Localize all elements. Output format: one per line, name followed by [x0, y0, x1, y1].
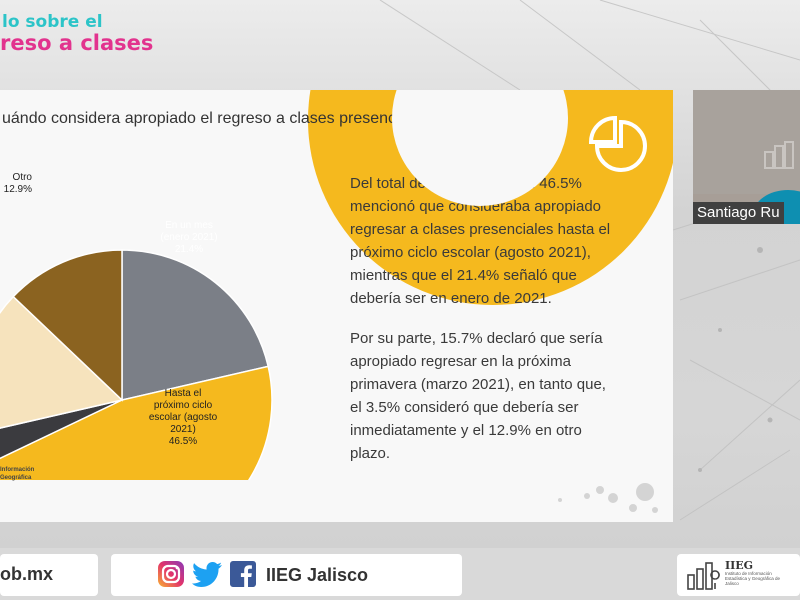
label-hasta-ciclo: Hasta el próximo ciclo escolar (agosto 2… [140, 388, 226, 448]
pie-chart-icon [588, 115, 647, 172]
slice-primavera [0, 295, 124, 429]
website-box: ob.mx [0, 554, 98, 596]
slide-source-logo: Información Geográfica [0, 466, 34, 482]
pie-chart [0, 249, 273, 480]
label-otro: Otro 12.9% [2, 172, 32, 196]
paragraph-1: Del total de participantes, el 46.5% men… [350, 175, 611, 307]
event-brand: lo sobre el reso a clases [0, 14, 153, 54]
label-otro-value: 12.9% [3, 184, 32, 195]
social-icons [156, 559, 258, 589]
slice-en-un-mes [121, 249, 270, 401]
participant-video[interactable]: Santiago Ru [693, 90, 800, 224]
label-mes-line1: En un mes [165, 220, 213, 231]
label-hasta-line1: Hasta el [164, 388, 202, 399]
ieeg-logo-box: IIEG Instituto de Información Estadístic… [677, 554, 800, 596]
presentation-slide: uándo considera apropiado el regreso a c… [0, 90, 673, 522]
social-box: IIEG Jalisco [111, 554, 462, 596]
participant-name: Santiago Ru [693, 202, 784, 224]
slide-title: uándo considera apropiado el regreso a c… [2, 110, 438, 127]
label-mes-line2: (enero 2021) [160, 232, 218, 243]
slice-inmediatamente [0, 399, 123, 460]
ieeg-logo-text: IIEG Instituto de Información Estadístic… [725, 560, 795, 586]
label-mes-value: 21.4% [174, 244, 204, 255]
source-line-1: Información [0, 467, 35, 473]
label-hasta-line3: escolar (agosto [148, 412, 218, 423]
building-icon [764, 141, 794, 169]
brand-line-2: reso a clases [0, 31, 154, 55]
label-hasta-line4: 2021) [170, 424, 196, 435]
ieeg-subtitle: Instituto de Información Estadística y G… [725, 571, 781, 586]
label-hasta-value: 46.5% [168, 436, 198, 447]
slide-body-text: Del total de participantes, el 46.5% men… [350, 172, 620, 482]
ieeg-title: IIEG [725, 559, 754, 572]
label-en-un-mes: En un mes (enero 2021) 21.4% [152, 220, 226, 256]
label-otro-name: Otro [12, 172, 32, 183]
paragraph-2: Por su parte, 15.7% declaró que sería ap… [350, 330, 606, 462]
label-hasta-line2: próximo ciclo [153, 400, 213, 411]
video-background [693, 90, 800, 194]
instagram-icon [158, 561, 184, 587]
twitter-icon [192, 562, 222, 587]
source-line-2: Geográfica [0, 475, 32, 481]
ieeg-logo-icon [687, 562, 720, 590]
website-text: ob.mx [0, 564, 54, 584]
facebook-icon [230, 561, 256, 587]
dots-decoration [558, 483, 658, 513]
slice-hasta-ciclo [0, 365, 273, 480]
slice-otro [12, 249, 123, 402]
social-handle: IIEG Jalisco [266, 565, 369, 585]
brand-line-1: lo sobre el [2, 12, 103, 32]
